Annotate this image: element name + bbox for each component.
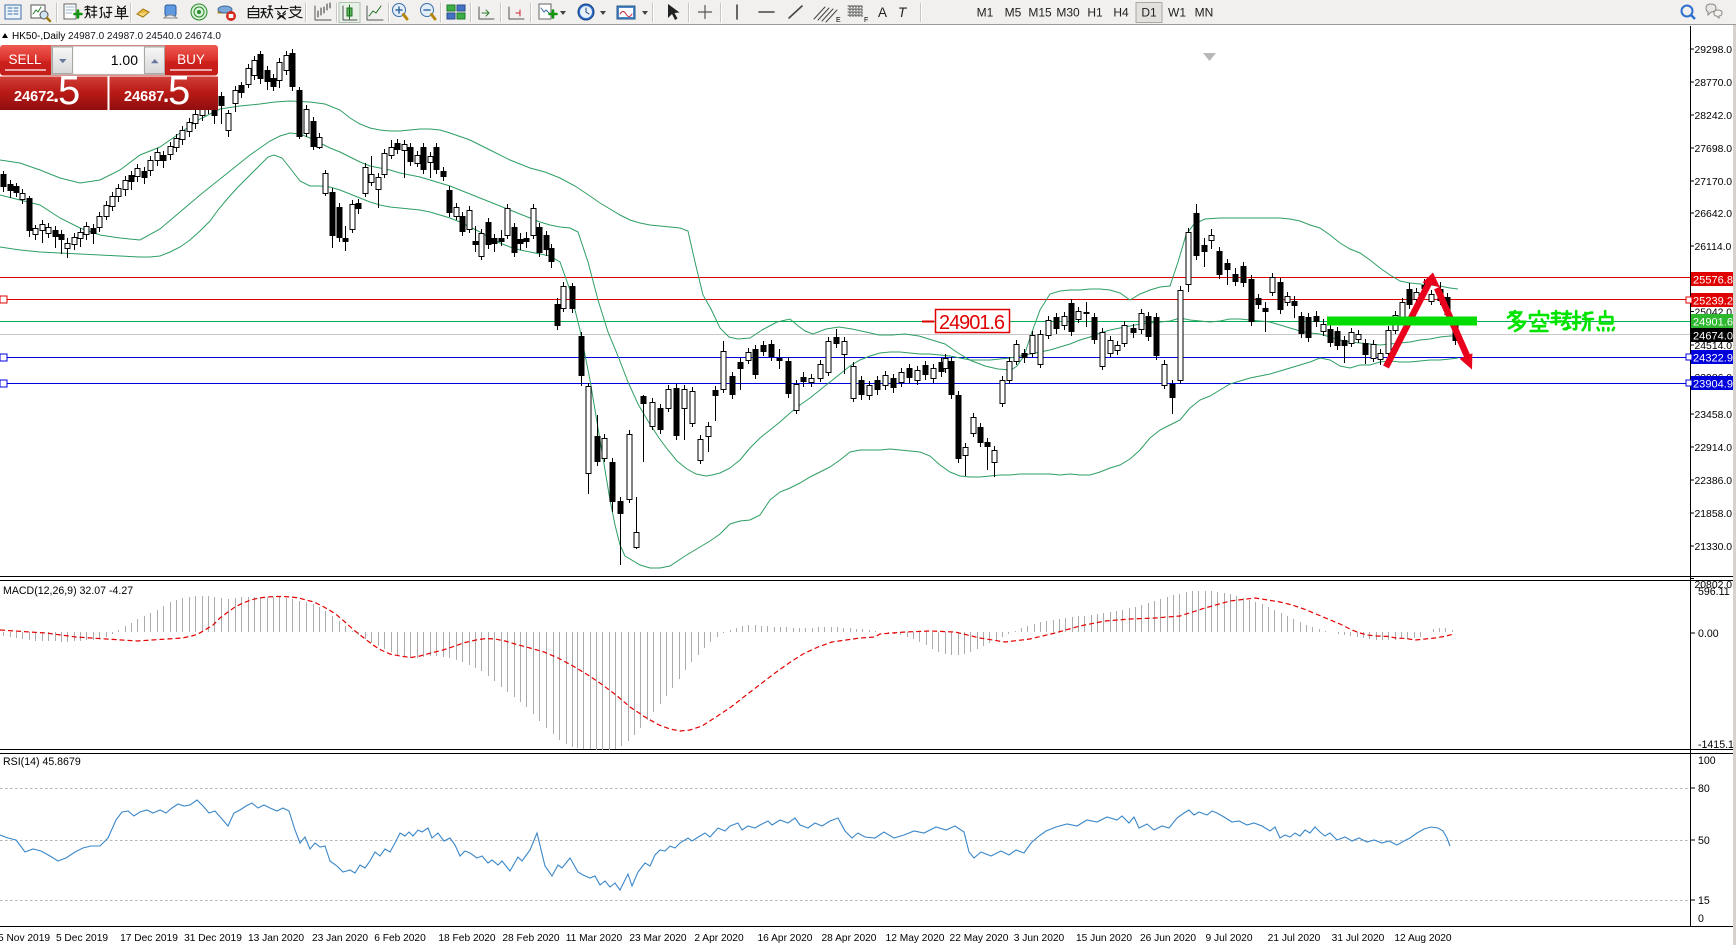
svg-text:11 Mar 2020: 11 Mar 2020: [566, 933, 623, 944]
svg-text:1.00: 1.00: [111, 52, 138, 68]
svg-text:23 Mar 2020: 23 Mar 2020: [629, 933, 687, 944]
svg-text:.: .: [163, 82, 169, 107]
svg-text:M1: M1: [977, 6, 994, 20]
svg-text:5: 5: [168, 69, 190, 113]
svg-text:25042.0: 25042.0: [1695, 308, 1733, 319]
svg-text:M5: M5: [1005, 6, 1022, 20]
svg-text:22386.0: 22386.0: [1695, 476, 1733, 487]
svg-text:2 Apr 2020: 2 Apr 2020: [694, 933, 744, 944]
svg-text:M15: M15: [1028, 6, 1052, 20]
svg-text:28242.0: 28242.0: [1695, 111, 1733, 122]
svg-text:SELL: SELL: [8, 52, 42, 67]
svg-text:A: A: [878, 5, 887, 20]
svg-text:50: 50: [1698, 835, 1710, 847]
svg-text:21 Jul 2020: 21 Jul 2020: [1268, 933, 1321, 944]
svg-text:24322.9: 24322.9: [1693, 353, 1733, 365]
svg-text:20802.0: 20802.0: [1695, 580, 1733, 591]
svg-text:24672: 24672: [14, 89, 54, 105]
svg-text:HK50-,Daily: HK50-,Daily: [12, 31, 65, 42]
svg-text:6 Feb 2020: 6 Feb 2020: [374, 933, 426, 944]
svg-text:MN: MN: [1195, 6, 1214, 20]
svg-text:F: F: [864, 17, 868, 24]
svg-text:12 Aug 2020: 12 Aug 2020: [1394, 933, 1452, 944]
svg-text:RSI(14) 45.8679: RSI(14) 45.8679: [3, 756, 81, 768]
svg-text:25239.2: 25239.2: [1693, 296, 1733, 308]
svg-text:.: .: [53, 82, 59, 107]
svg-text:24687: 24687: [124, 89, 164, 105]
svg-text:26 Jun 2020: 26 Jun 2020: [1140, 933, 1196, 944]
svg-text:29298.0: 29298.0: [1695, 45, 1733, 56]
svg-text:100: 100: [1698, 755, 1716, 767]
svg-text:W1: W1: [1168, 6, 1186, 20]
svg-text:17 Dec 2019: 17 Dec 2019: [120, 933, 178, 944]
svg-text:3 Jun 2020: 3 Jun 2020: [1014, 933, 1065, 944]
svg-text:25576.8: 25576.8: [1693, 275, 1733, 287]
svg-text:23 Jan 2020: 23 Jan 2020: [312, 933, 368, 944]
svg-text:24901.6: 24901.6: [939, 312, 1005, 334]
svg-text:H4: H4: [1113, 6, 1129, 20]
svg-text:BUY: BUY: [177, 52, 205, 67]
svg-text:MACD(12,26,9) 32.07 -4.27: MACD(12,26,9) 32.07 -4.27: [3, 585, 133, 597]
svg-text:5 Nov 2019: 5 Nov 2019: [0, 933, 50, 944]
svg-text:24674.0: 24674.0: [1693, 331, 1733, 343]
svg-text:15 Jun 2020: 15 Jun 2020: [1076, 933, 1132, 944]
svg-text:27170.0: 27170.0: [1695, 177, 1733, 188]
svg-text:-1415.19: -1415.19: [1698, 739, 1736, 751]
svg-text:31 Jul 2020: 31 Jul 2020: [1332, 933, 1385, 944]
svg-text:5 Dec 2019: 5 Dec 2019: [56, 933, 108, 944]
svg-text:5: 5: [58, 69, 80, 113]
svg-text:D1: D1: [1141, 6, 1157, 20]
svg-text:28770.0: 28770.0: [1695, 78, 1733, 89]
svg-text:26114.0: 26114.0: [1695, 242, 1732, 253]
svg-text:M30: M30: [1056, 6, 1080, 20]
svg-text:0.00: 0.00: [1698, 628, 1719, 640]
svg-text:18 Feb 2020: 18 Feb 2020: [438, 933, 496, 944]
svg-text:23904.9: 23904.9: [1693, 379, 1733, 391]
svg-text:24901.6: 24901.6: [1693, 317, 1733, 329]
svg-text:28 Feb 2020: 28 Feb 2020: [502, 933, 560, 944]
svg-text:12 May 2020: 12 May 2020: [886, 933, 945, 944]
svg-text:E: E: [836, 17, 841, 24]
svg-text:23458.0: 23458.0: [1695, 410, 1733, 421]
svg-text:27698.0: 27698.0: [1695, 144, 1733, 155]
svg-text:24987.0 24987.0 24540.0 24674.: 24987.0 24987.0 24540.0 24674.0: [68, 31, 221, 42]
svg-text:22 May 2020: 22 May 2020: [950, 933, 1009, 944]
svg-text:T: T: [898, 5, 908, 20]
svg-text:13 Jan 2020: 13 Jan 2020: [248, 933, 304, 944]
svg-text:9 Jul 2020: 9 Jul 2020: [1205, 933, 1252, 944]
svg-text:16 Apr 2020: 16 Apr 2020: [758, 933, 813, 944]
svg-text:0: 0: [1698, 913, 1704, 925]
svg-text:21858.0: 21858.0: [1695, 509, 1733, 520]
svg-text:80: 80: [1698, 783, 1710, 795]
svg-text:596.11: 596.11: [1698, 586, 1730, 598]
svg-text:15: 15: [1698, 895, 1710, 907]
svg-text:24514.0: 24514.0: [1695, 341, 1733, 352]
svg-text:31 Dec 2019: 31 Dec 2019: [184, 933, 242, 944]
svg-text:28 Apr 2020: 28 Apr 2020: [822, 933, 877, 944]
svg-text:22914.0: 22914.0: [1695, 443, 1733, 454]
svg-text:26642.0: 26642.0: [1695, 209, 1733, 220]
svg-text:H1: H1: [1087, 6, 1103, 20]
svg-text:21330.0: 21330.0: [1695, 542, 1733, 553]
